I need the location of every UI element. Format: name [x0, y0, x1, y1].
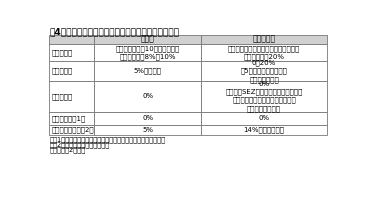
Text: 0～20%
（5段階累進課税方式、
優遇措置なし）: 0～20% （5段階累進課税方式、 優遇措置なし） [240, 59, 287, 82]
Text: 0%
（ただしSEZ外サプライヤーからの国
内調達時は調達時課税、輸出時還
付手続きが必要）: 0% （ただしSEZ外サプライヤーからの国 内調達時は調達時課税、輸出時還 付手… [225, 81, 303, 112]
Text: 0%: 0% [142, 115, 153, 121]
Bar [94, 81, 201, 112]
Bar [201, 125, 327, 135]
Text: 14%（最高税率）: 14%（最高税率） [243, 127, 285, 133]
Bar [94, 35, 201, 44]
Bar [201, 44, 327, 61]
Text: 配当送金課税（注2）: 配当送金課税（注2） [52, 127, 94, 133]
Text: ６～８年間（製造業の場合）は免税。
免税期間後は20%: ６～８年間（製造業の場合）は免税。 免税期間後は20% [228, 45, 300, 60]
Bar [201, 112, 327, 125]
Text: 利益計上後２～10年間は免税。
免税期間後は8%か10%: 利益計上後２～10年間は免税。 免税期間後は8%か10% [116, 45, 180, 60]
Bar [94, 112, 201, 125]
Bar [94, 61, 201, 81]
Text: 付加価値税: 付加価値税 [52, 93, 73, 100]
Text: 輸入関税（注1）: 輸入関税（注1） [52, 115, 86, 121]
Text: 表4　ラオスとカンボジアの経済特区内での優遇措置: 表4 ラオスとカンボジアの経済特区内での優遇措置 [49, 28, 179, 37]
Text: 個人所得税: 個人所得税 [52, 68, 73, 74]
Text: 0%: 0% [259, 115, 270, 121]
Text: （注2）法人所得税免税期間後。: （注2）法人所得税免税期間後。 [49, 142, 110, 148]
Text: （注1）輸出加工用の部品・部材、生産設備、建設資材が対象。: （注1）輸出加工用の部品・部材、生産設備、建設資材が対象。 [49, 136, 165, 143]
Bar [49, 61, 94, 81]
Bar [49, 44, 94, 61]
Bar [94, 125, 201, 135]
Bar [49, 35, 94, 44]
Bar [201, 81, 327, 112]
Text: 法人所得税: 法人所得税 [52, 49, 73, 56]
Text: （出所）表2に同じ: （出所）表2に同じ [49, 147, 85, 153]
Bar [94, 44, 201, 61]
Text: 0%: 0% [142, 93, 153, 99]
Text: ラオス: ラオス [141, 35, 155, 44]
Bar [201, 61, 327, 81]
Bar [49, 81, 94, 112]
Bar [49, 112, 94, 125]
Text: カンボジア: カンボジア [252, 35, 276, 44]
Bar [49, 125, 94, 135]
Text: 5%（一律）: 5%（一律） [134, 68, 162, 74]
Text: 5%: 5% [142, 127, 153, 133]
Bar [201, 35, 327, 44]
